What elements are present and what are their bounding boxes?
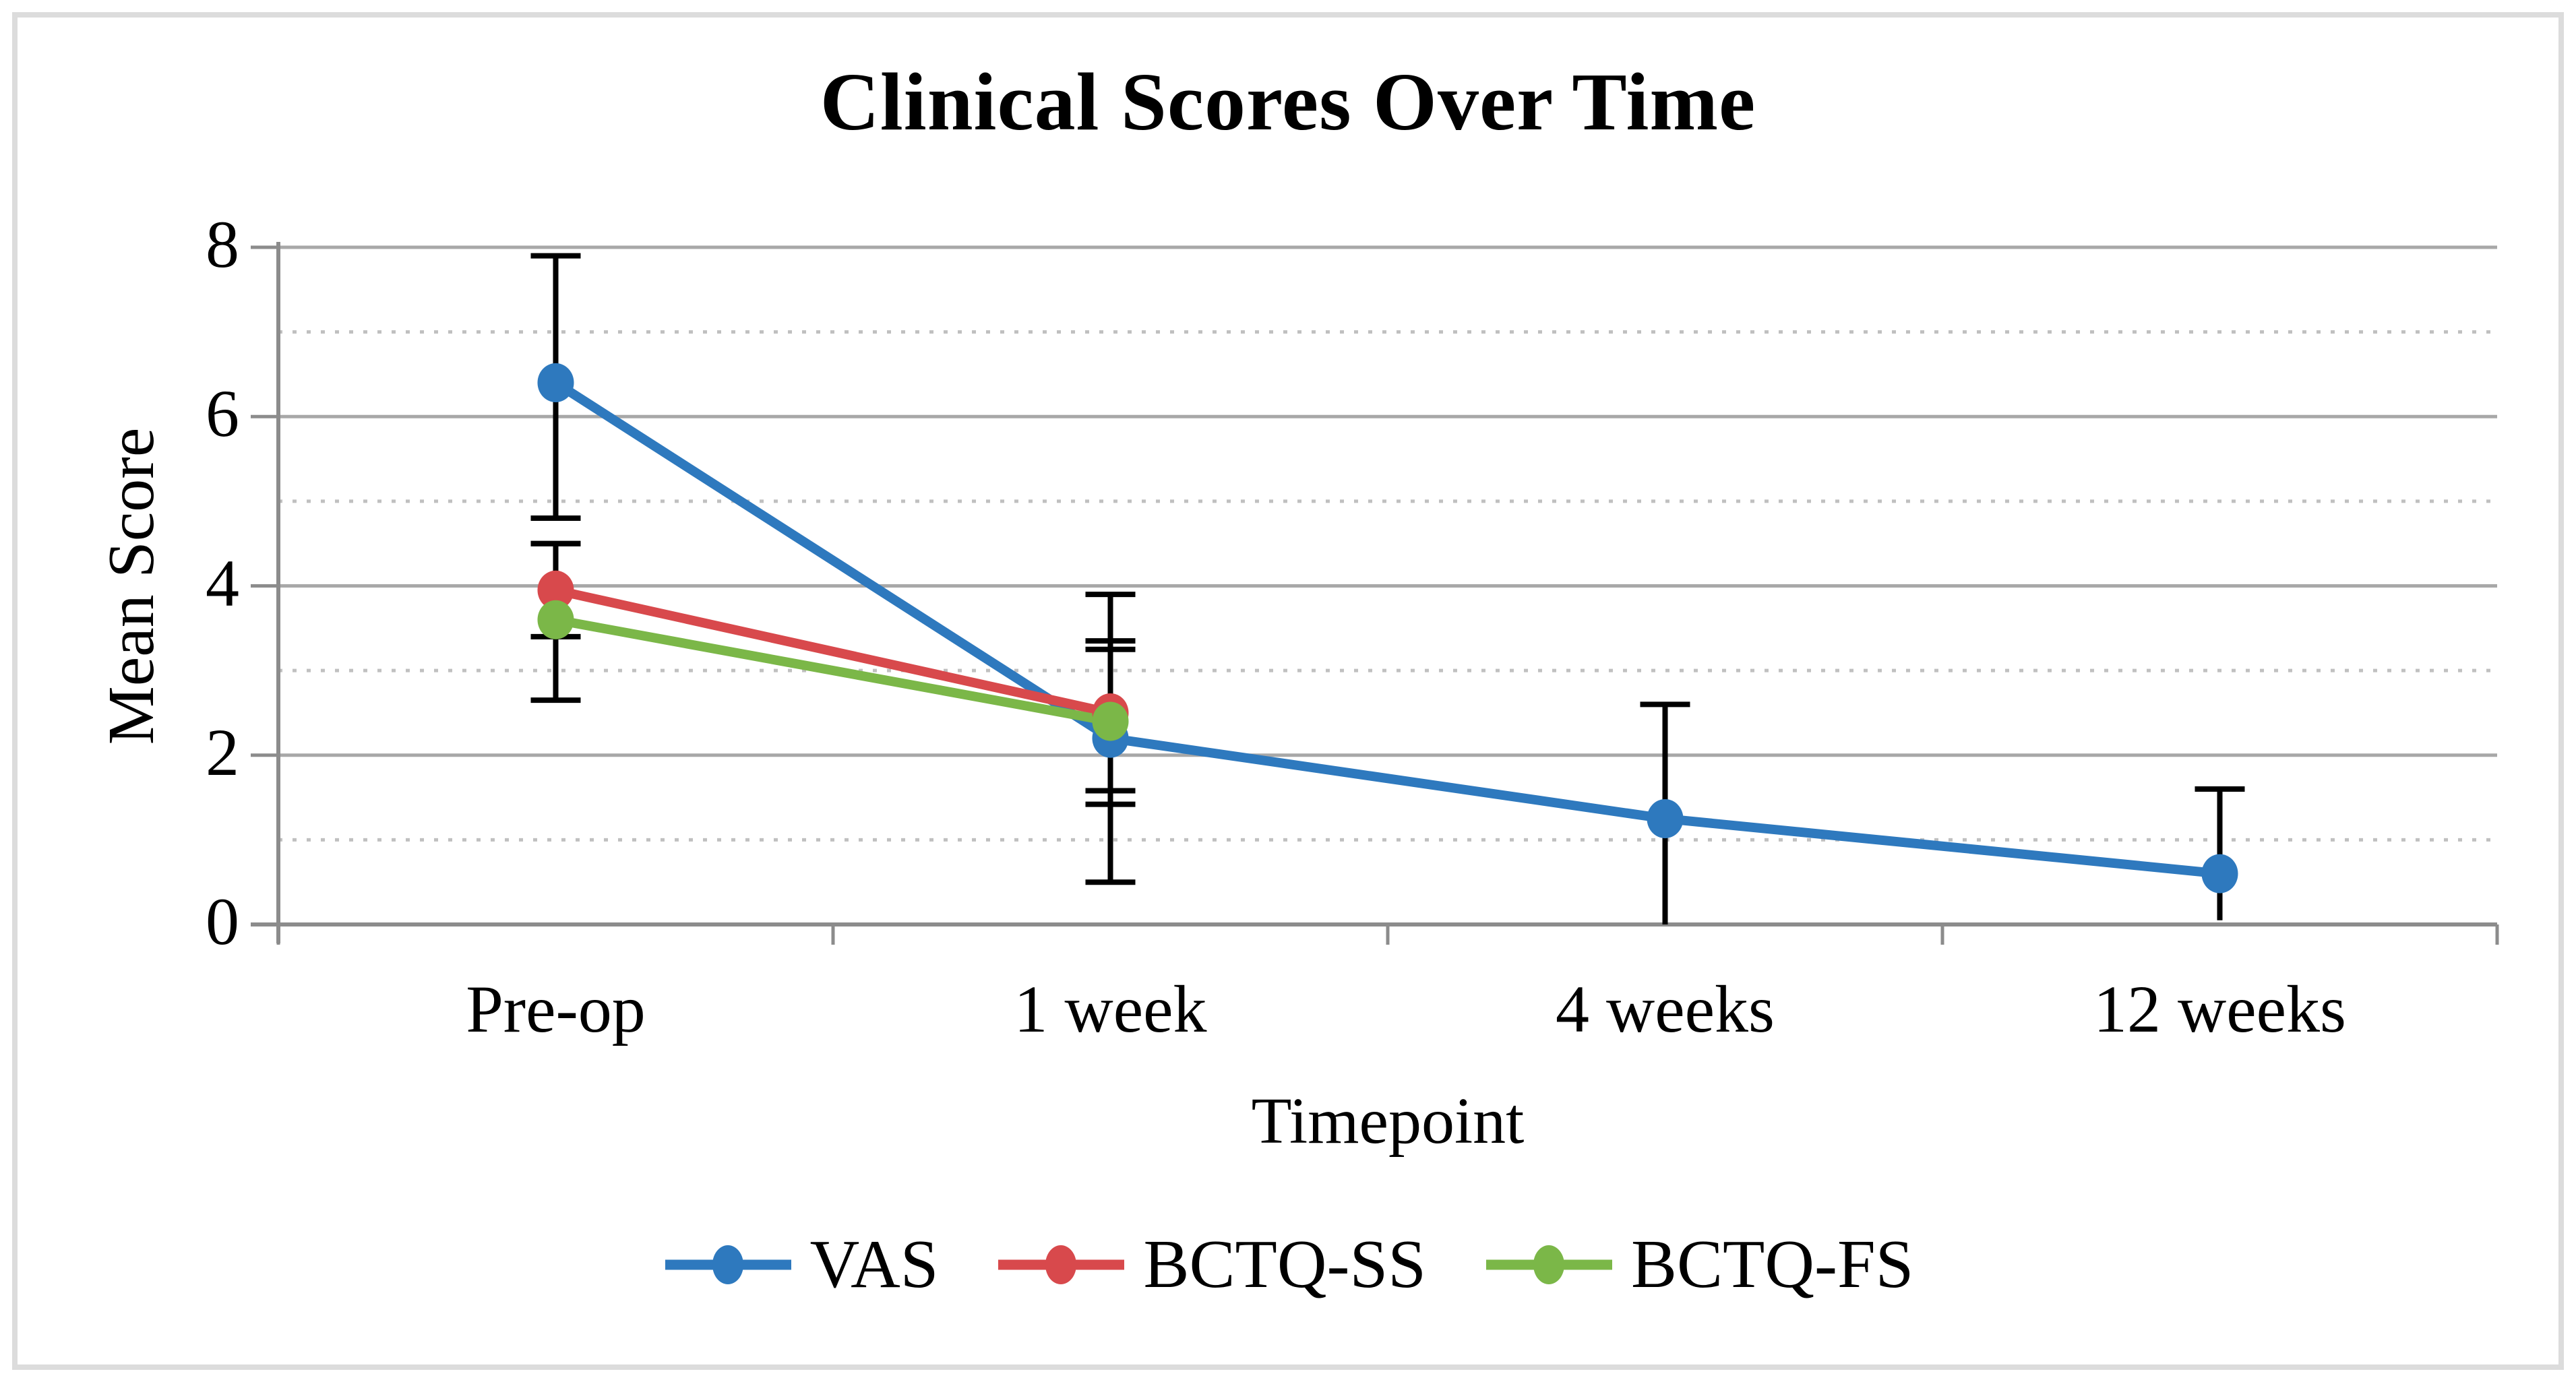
legend-label-bctq-fs: BCTQ-FS (1630, 1226, 1914, 1302)
error-bars (530, 253, 2245, 924)
series-lines (551, 378, 2225, 879)
data-point-vas-0 (537, 363, 574, 402)
legend-item-bctq-ss: BCTQ-SS (995, 1226, 1426, 1302)
y-tick-label-6: 6 (206, 376, 239, 451)
y-tick-label-8: 8 (206, 207, 239, 282)
data-point-bctq-ss-0 (537, 570, 574, 610)
x-category-label-12weeks: 12 weeks (2093, 972, 2346, 1046)
legend-item-bctq-fs: BCTQ-FS (1483, 1228, 1913, 1302)
chart-legend: VAS BCTQ-SS BCTQ-FS (0, 1228, 2576, 1302)
y-tick-label-2: 2 (206, 714, 239, 790)
legend-swatch-bctq-ss-icon (998, 1245, 1125, 1284)
y-tick-label-0: 0 (206, 884, 239, 959)
series-line-bctq-ss (551, 585, 1115, 718)
legend-item-vas: VAS (663, 1226, 939, 1302)
data-point-bctq-fs-0 (537, 600, 574, 639)
data-point-vas-3 (2201, 854, 2238, 893)
legend-label-vas: VAS (809, 1226, 939, 1302)
data-point-bctq-fs-1 (1092, 701, 1129, 741)
series-line-bctq-fs (551, 615, 1115, 726)
x-category-label-1week: 1 week (1014, 972, 1207, 1046)
series-line-vas (551, 378, 2225, 879)
gridlines (278, 245, 2497, 842)
data-point-vas-2 (1647, 798, 1684, 838)
series-markers (537, 363, 2238, 893)
legend-swatch-vas-icon (665, 1245, 791, 1284)
figure-border (12, 12, 2564, 1370)
legend-label-bctq-ss: BCTQ-SS (1143, 1226, 1426, 1302)
x-axis-title: Timepoint (1251, 1085, 1525, 1158)
chart-title: Clinical Scores Over Time (820, 57, 1756, 148)
y-tick-label-4: 4 (206, 545, 239, 621)
legend-swatch-bctq-fs-icon (1485, 1245, 1612, 1284)
x-category-label-4weeks: 4 weeks (1556, 972, 1775, 1046)
x-category-label-preop: Pre-op (466, 972, 646, 1046)
axes (251, 242, 2499, 945)
